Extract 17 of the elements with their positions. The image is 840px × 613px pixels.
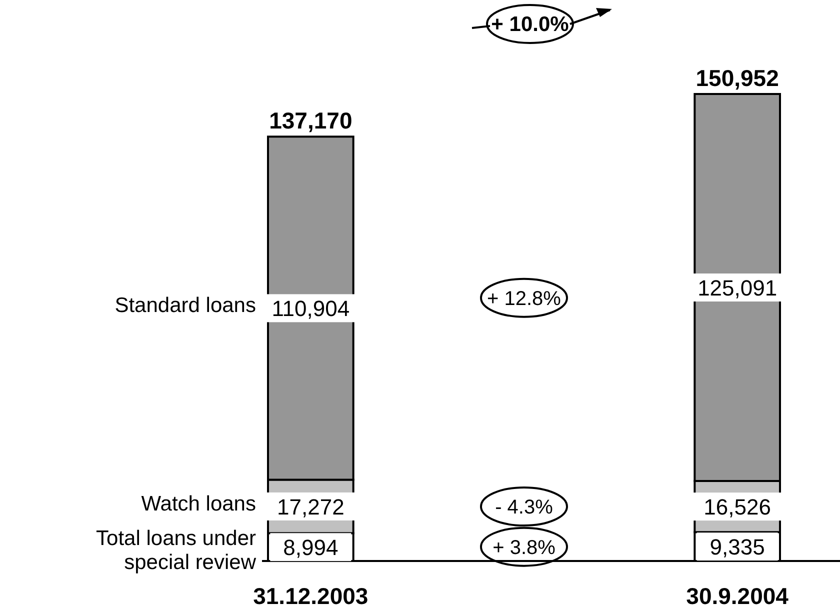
text: + 10.0% [491,13,570,36]
annotation: + 3.8% [492,536,556,559]
x-tick-label: 31.12.2003 [253,583,368,609]
total-label: 150,952 [696,65,779,91]
series-label: Watch loans [141,492,256,516]
total-label: 137,170 [269,108,352,134]
data-label: 9,335 [710,534,765,560]
x-tick-label: 30.9.2004 [686,583,789,609]
data-label: 17,272 [277,494,344,520]
data-label: 125,091 [698,275,778,300]
series-label: Standard loans [114,294,256,318]
series-label: Total loans under special review [96,527,257,574]
annotation: - 4.3% [495,496,554,519]
data-label: 8,994 [283,535,338,560]
annotation: + 12.8% [487,288,562,310]
data-label: 16,526 [704,494,771,520]
data-label: 110,904 [272,296,350,322]
